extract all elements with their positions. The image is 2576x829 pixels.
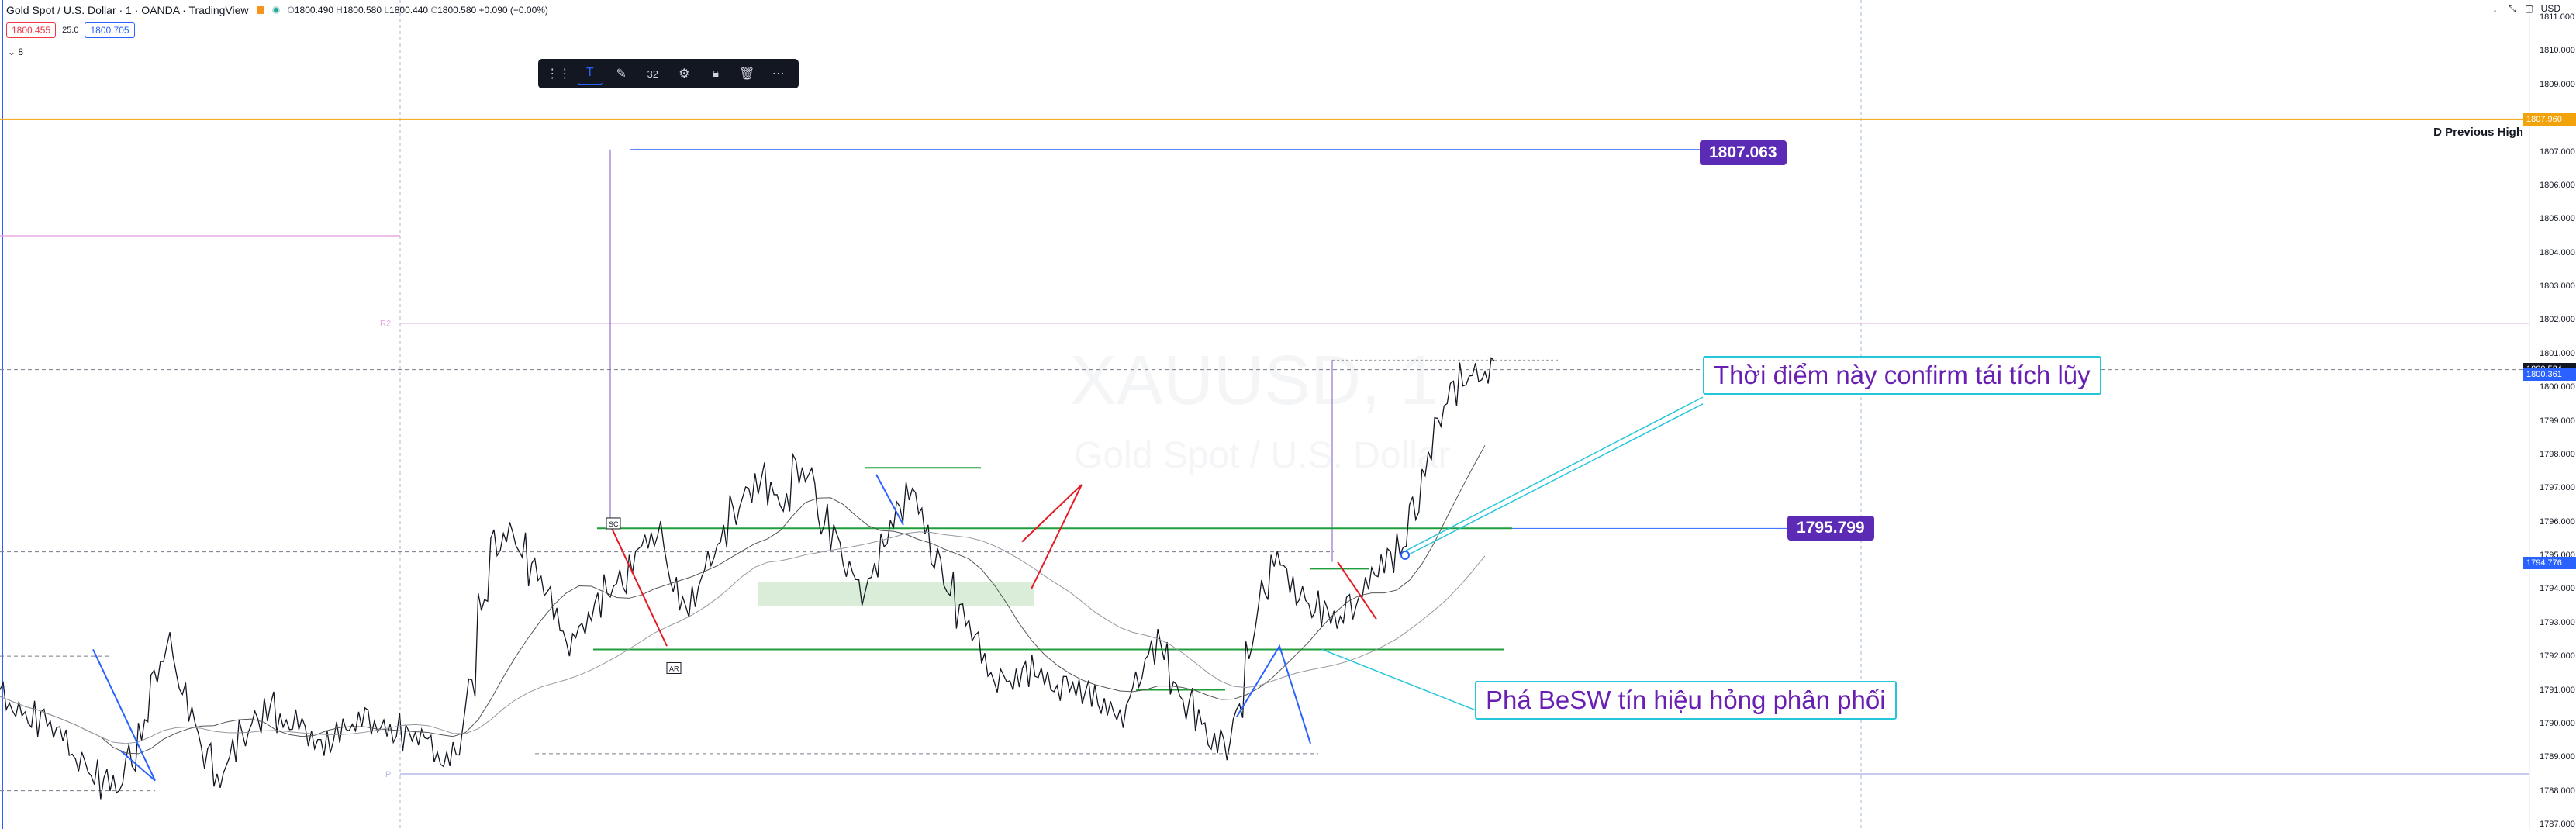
price-tick-label: 1804.000 — [2540, 247, 2575, 257]
zigzag-swing-4 — [1236, 644, 1311, 744]
price-tick-label: 1798.000 — [2540, 449, 2575, 459]
currency-icon — [256, 6, 264, 14]
sell-button[interactable]: 1800.455 — [6, 22, 57, 38]
trade-buttons: 1800.455 25.0 1800.705 — [6, 22, 135, 38]
change-value: +0.090 (+0.00%) — [478, 5, 548, 16]
buy-button[interactable]: 1800.705 — [85, 22, 135, 38]
price-tick-label: 1791.000 — [2540, 685, 2575, 695]
callout-connector-top-2 — [1407, 403, 1704, 556]
r2-tag: R2 — [380, 320, 391, 329]
sc-tag-box — [606, 517, 621, 530]
level-mid-tag[interactable]: 1795.799 — [1787, 516, 1874, 541]
callout-connector-bottom — [1321, 648, 1476, 711]
ar-tag-box — [666, 661, 682, 674]
price-tag-0: 1807.960 — [2523, 112, 2576, 126]
price-tick-label: 1788.000 — [2540, 786, 2575, 796]
maximize-icon[interactable]: ▢ — [2524, 3, 2534, 14]
price-tag-2: 1800.361 — [2523, 368, 2576, 382]
low-value: 1800.440 — [389, 5, 429, 16]
ohlc-values: O1800.490 H1800.580 L1800.440 C1800.580 … — [287, 5, 548, 16]
price-tick-label: 1800.000 — [2540, 382, 2575, 392]
price-tick-label: 1794.000 — [2540, 584, 2575, 594]
price-tick-label: 1810.000 — [2540, 46, 2575, 56]
callout-besw-break[interactable]: Phá BeSW tín hiệu hỏng phân phối — [1475, 681, 1897, 720]
chevron-down-icon: ⌄ — [8, 47, 16, 57]
price-tick-label: 1803.000 — [2540, 282, 2575, 291]
currency-label[interactable]: USD — [2540, 3, 2560, 14]
close-value: 1800.580 — [437, 5, 477, 16]
paint-icon[interactable]: ✎ — [616, 67, 627, 81]
level-high-tag[interactable]: 1807.063 — [1700, 140, 1787, 165]
previous-high-label: D Previous High — [2433, 126, 2523, 139]
settings-icon[interactable]: ⚙ — [679, 67, 690, 81]
price-tick-label: 1801.000 — [2540, 348, 2575, 358]
text-icon[interactable]: T — [577, 62, 603, 85]
price-tick-label: 1809.000 — [2540, 79, 2575, 89]
price-tick-label: 1793.000 — [2540, 617, 2575, 627]
indicators-count: 8 — [18, 47, 24, 57]
drawing-toolbar: ⋮⋮ T ✎ 32 ⚙ 🔒︎ 🗑︎ ⋯ — [538, 59, 799, 88]
more-icon[interactable]: ⋯ — [772, 67, 785, 81]
price-tick-label: 1805.000 — [2540, 214, 2575, 224]
price-tick-label: 1790.000 — [2540, 718, 2575, 728]
collapse-icon[interactable]: ⤡ — [2508, 3, 2516, 14]
accumulation-zone — [758, 582, 1034, 606]
market-open-icon — [271, 6, 280, 14]
name-watermark: Gold Spot / U.S. Dollar — [1074, 435, 1451, 476]
price-tick-label: 1799.000 — [2540, 416, 2575, 426]
price-tick-label: 1806.000 — [2540, 180, 2575, 190]
price-tick-label: 1789.000 — [2540, 752, 2575, 762]
ma-fast-line — [0, 445, 1486, 755]
zigzag-swing-0 — [92, 649, 156, 782]
symbol-watermark: XAUUSD, 1 — [1070, 342, 1439, 420]
indicators-toggle[interactable]: ⌄ 8 — [8, 47, 23, 57]
ma-slow-line — [0, 531, 1486, 744]
delete-icon[interactable]: 🗑︎ — [739, 67, 755, 81]
high-value: 1800.580 — [342, 5, 382, 16]
symbol-title[interactable]: Gold Spot / U.S. Dollar · 1 · OANDA · Tr… — [6, 4, 249, 16]
callout-reaccumulation[interactable]: Thời điểm này confirm tái tích lũy — [1703, 356, 2101, 395]
open-value: 1800.490 — [294, 5, 333, 16]
sc-tag: SC — [609, 520, 619, 528]
p-tag: P — [385, 770, 391, 779]
price-tick-label: 1811.000 — [2540, 12, 2575, 22]
lock-icon[interactable]: 🔒︎ — [712, 67, 719, 80]
drag-handle-icon[interactable]: ⋮⋮ — [546, 67, 571, 81]
price-tick-label: 1787.000 — [2540, 820, 2575, 829]
zigzag-swing-1 — [609, 524, 668, 647]
price-tick-label: 1807.000 — [2540, 147, 2575, 157]
price-tag-3: 1794.776 — [2523, 556, 2576, 569]
pane-controls: ↓ ⤡ ▢ USD — [2490, 3, 2560, 15]
font-size-button[interactable]: 32 — [647, 67, 658, 80]
move-down-icon[interactable]: ↓ — [2492, 3, 2498, 14]
legend-header: Gold Spot / U.S. Dollar · 1 · OANDA · Tr… — [6, 4, 548, 16]
price-tick-label: 1796.000 — [2540, 516, 2575, 527]
zigzag-swing-5 — [1337, 561, 1377, 620]
price-tick-label: 1797.000 — [2540, 483, 2575, 493]
price-line — [0, 357, 1495, 800]
price-tick-label: 1802.000 — [2540, 315, 2575, 325]
ar-tag: AR — [669, 665, 679, 672]
spread-value: 25.0 — [62, 26, 79, 35]
zigzag-swing-3 — [1021, 484, 1083, 589]
callout-connector-top — [1403, 396, 1704, 553]
zigzag-swing-2 — [875, 474, 904, 526]
anchor-point — [1400, 551, 1410, 560]
price-tick-label: 1792.000 — [2540, 651, 2575, 661]
